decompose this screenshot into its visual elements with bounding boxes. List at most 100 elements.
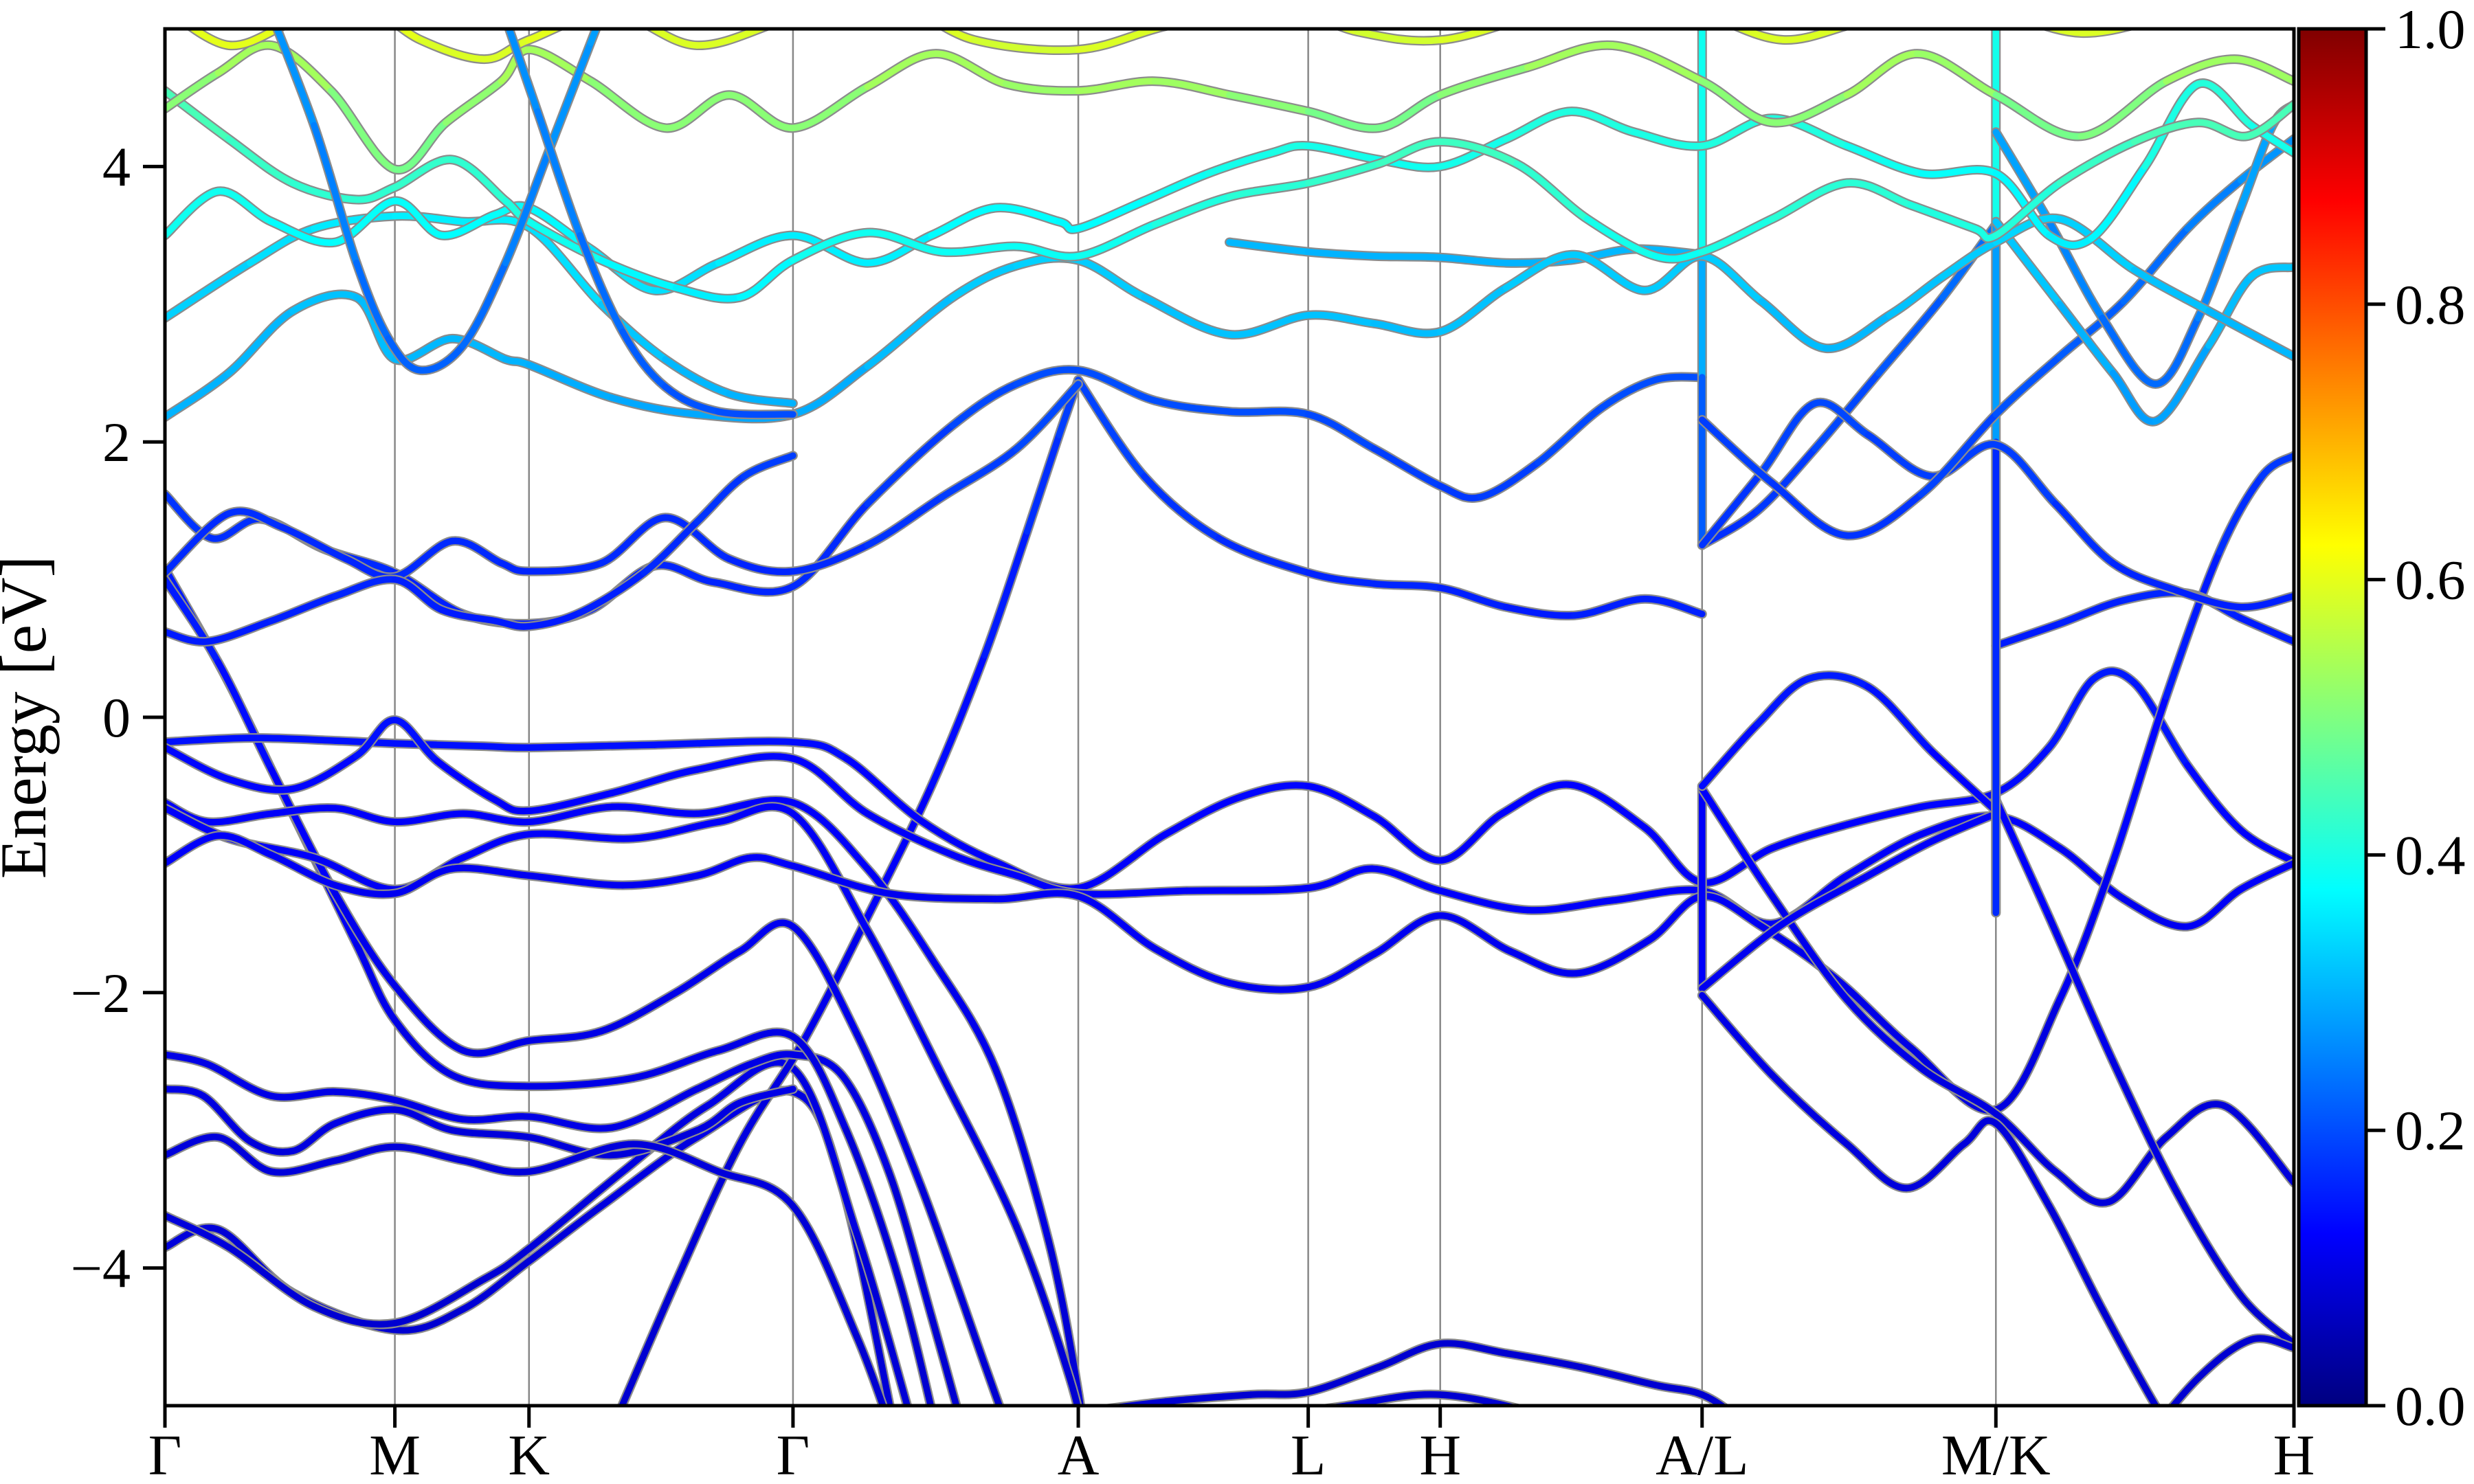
band-segment: [2056, 858, 2117, 1003]
band-segment: [278, 524, 350, 563]
band-segment: [2056, 844, 2127, 903]
band-segment: [1436, 135, 1510, 170]
band-segment: [449, 1127, 533, 1140]
band-segment: [1436, 1340, 1510, 1357]
band-segment: [2248, 263, 2294, 280]
x-tick-label: A: [1058, 1424, 1100, 1484]
band-segment: [1023, 431, 1062, 535]
band-segment: [165, 69, 222, 112]
band-segment: [2231, 56, 2294, 85]
band-segment: [1436, 912, 1514, 955]
band-outline: [1991, 100, 2294, 389]
band-segment: [726, 555, 796, 575]
band-outline: [1697, 671, 2001, 816]
band-segment: [214, 1134, 275, 1176]
band-segment: [864, 927, 946, 1079]
band-segment: [2109, 559, 2181, 594]
band-segment: [391, 982, 467, 1054]
band-segment: [662, 514, 733, 563]
band-segment: [1075, 367, 1159, 404]
band-segment: [736, 1086, 796, 1106]
band-segment: [1571, 595, 1648, 619]
band-segment: [747, 1050, 796, 1068]
band-segment: [1075, 221, 1159, 260]
band-segment: [672, 284, 744, 302]
band-segment: [1918, 166, 2000, 178]
band-segment: [1992, 214, 2063, 246]
band-segment: [1918, 411, 2000, 498]
band-segment: [498, 559, 533, 575]
y-tick-label: 4: [102, 135, 131, 198]
band-segment: [2237, 1292, 2294, 1347]
band-segment: [747, 854, 796, 870]
band-segment: [2163, 1101, 2227, 1140]
band-segment: [917, 1182, 988, 1368]
band-segment: [1583, 215, 1659, 260]
band-segment: [526, 559, 605, 575]
band-segment: [289, 1120, 339, 1155]
band-segment: [391, 717, 441, 765]
band-segment: [353, 294, 399, 363]
band-segment: [2077, 29, 2132, 36]
band-segment: [225, 776, 296, 794]
band-segment: [449, 864, 533, 879]
band-segment: [2173, 587, 2244, 611]
gridlines-layer: [394, 29, 1997, 1406]
band-segment: [247, 225, 317, 267]
band-segment: [225, 508, 286, 531]
band-segment: [1903, 1140, 1968, 1192]
band-segment: [391, 1305, 467, 1334]
band-segment: [443, 78, 505, 126]
band-segment: [1992, 1120, 2053, 1210]
band-segment: [353, 183, 399, 203]
band-segment: [928, 652, 988, 789]
plot-frame: [163, 27, 2296, 1408]
band-segment: [928, 204, 999, 239]
band-segment: [1375, 91, 1444, 132]
band-segment: [1141, 170, 1212, 205]
band-segment: [693, 797, 796, 818]
band-segment: [293, 1, 357, 22]
band-segment: [1699, 215, 1776, 256]
band-segment: [391, 1106, 456, 1134]
band-segment: [2163, 548, 2223, 700]
band-segment: [598, 1134, 701, 1210]
band-segment: [970, 36, 1082, 54]
band-segment: [1436, 887, 1531, 914]
band-segment: [2052, 500, 2117, 567]
band-segment: [838, 1072, 893, 1176]
band-segment: [526, 1028, 605, 1044]
band-segment: [289, 179, 360, 203]
band-segment: [225, 135, 296, 187]
band-outline: [504, 29, 798, 420]
band-segment: [2141, 80, 2202, 170]
band-segment: [2120, 895, 2191, 930]
band-segment: [214, 41, 275, 76]
band-segment: [618, 1278, 680, 1406]
band-segment: [790, 1202, 860, 1340]
band-segment: [1992, 441, 2059, 508]
band-segment: [1577, 1364, 1659, 1389]
band-segment: [1769, 91, 1851, 126]
band-segment: [1105, 1398, 1169, 1406]
band-segment: [864, 810, 957, 859]
band-segment: [1002, 80, 1082, 95]
band-segment: [1013, 1223, 1073, 1382]
band-segment: [332, 1106, 399, 1127]
band-segment: [2194, 80, 2255, 129]
band-segment: [928, 1312, 960, 1406]
band-segment: [1502, 603, 1578, 619]
band-segment: [1769, 821, 1851, 852]
band-segment: [1524, 41, 1616, 71]
band-segment: [1843, 831, 1925, 879]
band-segment: [608, 1086, 701, 1131]
band-segment: [2099, 315, 2159, 387]
band-segment: [1375, 1340, 1444, 1371]
x-axis: Γ M K Γ A L H A/L M/K H: [148, 1406, 2315, 1484]
band-segment: [2237, 122, 2276, 212]
band-segment: [526, 1113, 616, 1132]
band-segment: [1226, 980, 1312, 993]
band-segment: [672, 947, 744, 996]
band-segment: [885, 890, 999, 903]
band-segment: [268, 592, 339, 625]
